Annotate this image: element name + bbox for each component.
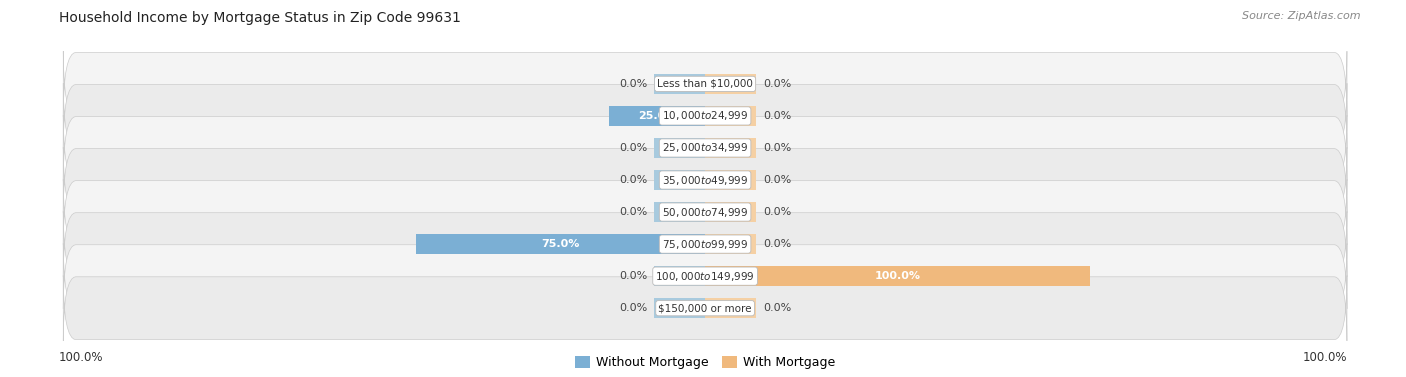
Bar [704, 106, 756, 126]
Text: 25.0%: 25.0% [638, 111, 676, 121]
FancyBboxPatch shape [63, 276, 1347, 341]
FancyBboxPatch shape [63, 83, 1347, 149]
Bar [654, 298, 704, 318]
Text: $10,000 to $24,999: $10,000 to $24,999 [662, 109, 748, 123]
Bar [654, 266, 704, 286]
FancyBboxPatch shape [63, 147, 1347, 213]
Bar [654, 202, 704, 222]
Text: 0.0%: 0.0% [619, 271, 647, 281]
Bar [654, 138, 704, 158]
Text: 0.0%: 0.0% [619, 175, 647, 185]
Text: 0.0%: 0.0% [619, 143, 647, 153]
Bar [704, 266, 1090, 286]
Text: 0.0%: 0.0% [763, 303, 792, 313]
Bar [704, 202, 756, 222]
FancyBboxPatch shape [63, 51, 1347, 116]
Text: $50,000 to $74,999: $50,000 to $74,999 [662, 205, 748, 219]
Bar [704, 234, 756, 254]
Text: 0.0%: 0.0% [763, 207, 792, 217]
Bar [654, 170, 704, 190]
Text: 75.0%: 75.0% [541, 239, 579, 249]
Bar [654, 74, 704, 94]
Text: 0.0%: 0.0% [619, 79, 647, 89]
Text: 100.0%: 100.0% [875, 271, 921, 281]
Text: 0.0%: 0.0% [619, 207, 647, 217]
Bar [416, 234, 704, 254]
FancyBboxPatch shape [63, 115, 1347, 181]
Text: 100.0%: 100.0% [1302, 351, 1347, 364]
Text: 0.0%: 0.0% [763, 111, 792, 121]
Text: $150,000 or more: $150,000 or more [658, 303, 752, 313]
Bar [704, 74, 756, 94]
Legend: Without Mortgage, With Mortgage: Without Mortgage, With Mortgage [571, 351, 839, 374]
Text: 0.0%: 0.0% [763, 79, 792, 89]
Text: $100,000 to $149,999: $100,000 to $149,999 [655, 270, 755, 283]
Text: Source: ZipAtlas.com: Source: ZipAtlas.com [1243, 11, 1361, 21]
Text: 0.0%: 0.0% [763, 175, 792, 185]
FancyBboxPatch shape [63, 211, 1347, 277]
Text: Household Income by Mortgage Status in Zip Code 99631: Household Income by Mortgage Status in Z… [59, 11, 461, 25]
Text: 0.0%: 0.0% [763, 143, 792, 153]
Text: $25,000 to $34,999: $25,000 to $34,999 [662, 141, 748, 155]
Text: Less than $10,000: Less than $10,000 [657, 79, 754, 89]
Bar [609, 106, 704, 126]
Text: $75,000 to $99,999: $75,000 to $99,999 [662, 238, 748, 251]
FancyBboxPatch shape [63, 244, 1347, 309]
Text: 100.0%: 100.0% [59, 351, 104, 364]
Bar [704, 138, 756, 158]
Text: $35,000 to $49,999: $35,000 to $49,999 [662, 173, 748, 187]
Text: 0.0%: 0.0% [763, 239, 792, 249]
FancyBboxPatch shape [63, 179, 1347, 245]
Bar [704, 298, 756, 318]
Text: 0.0%: 0.0% [619, 303, 647, 313]
Bar [704, 170, 756, 190]
